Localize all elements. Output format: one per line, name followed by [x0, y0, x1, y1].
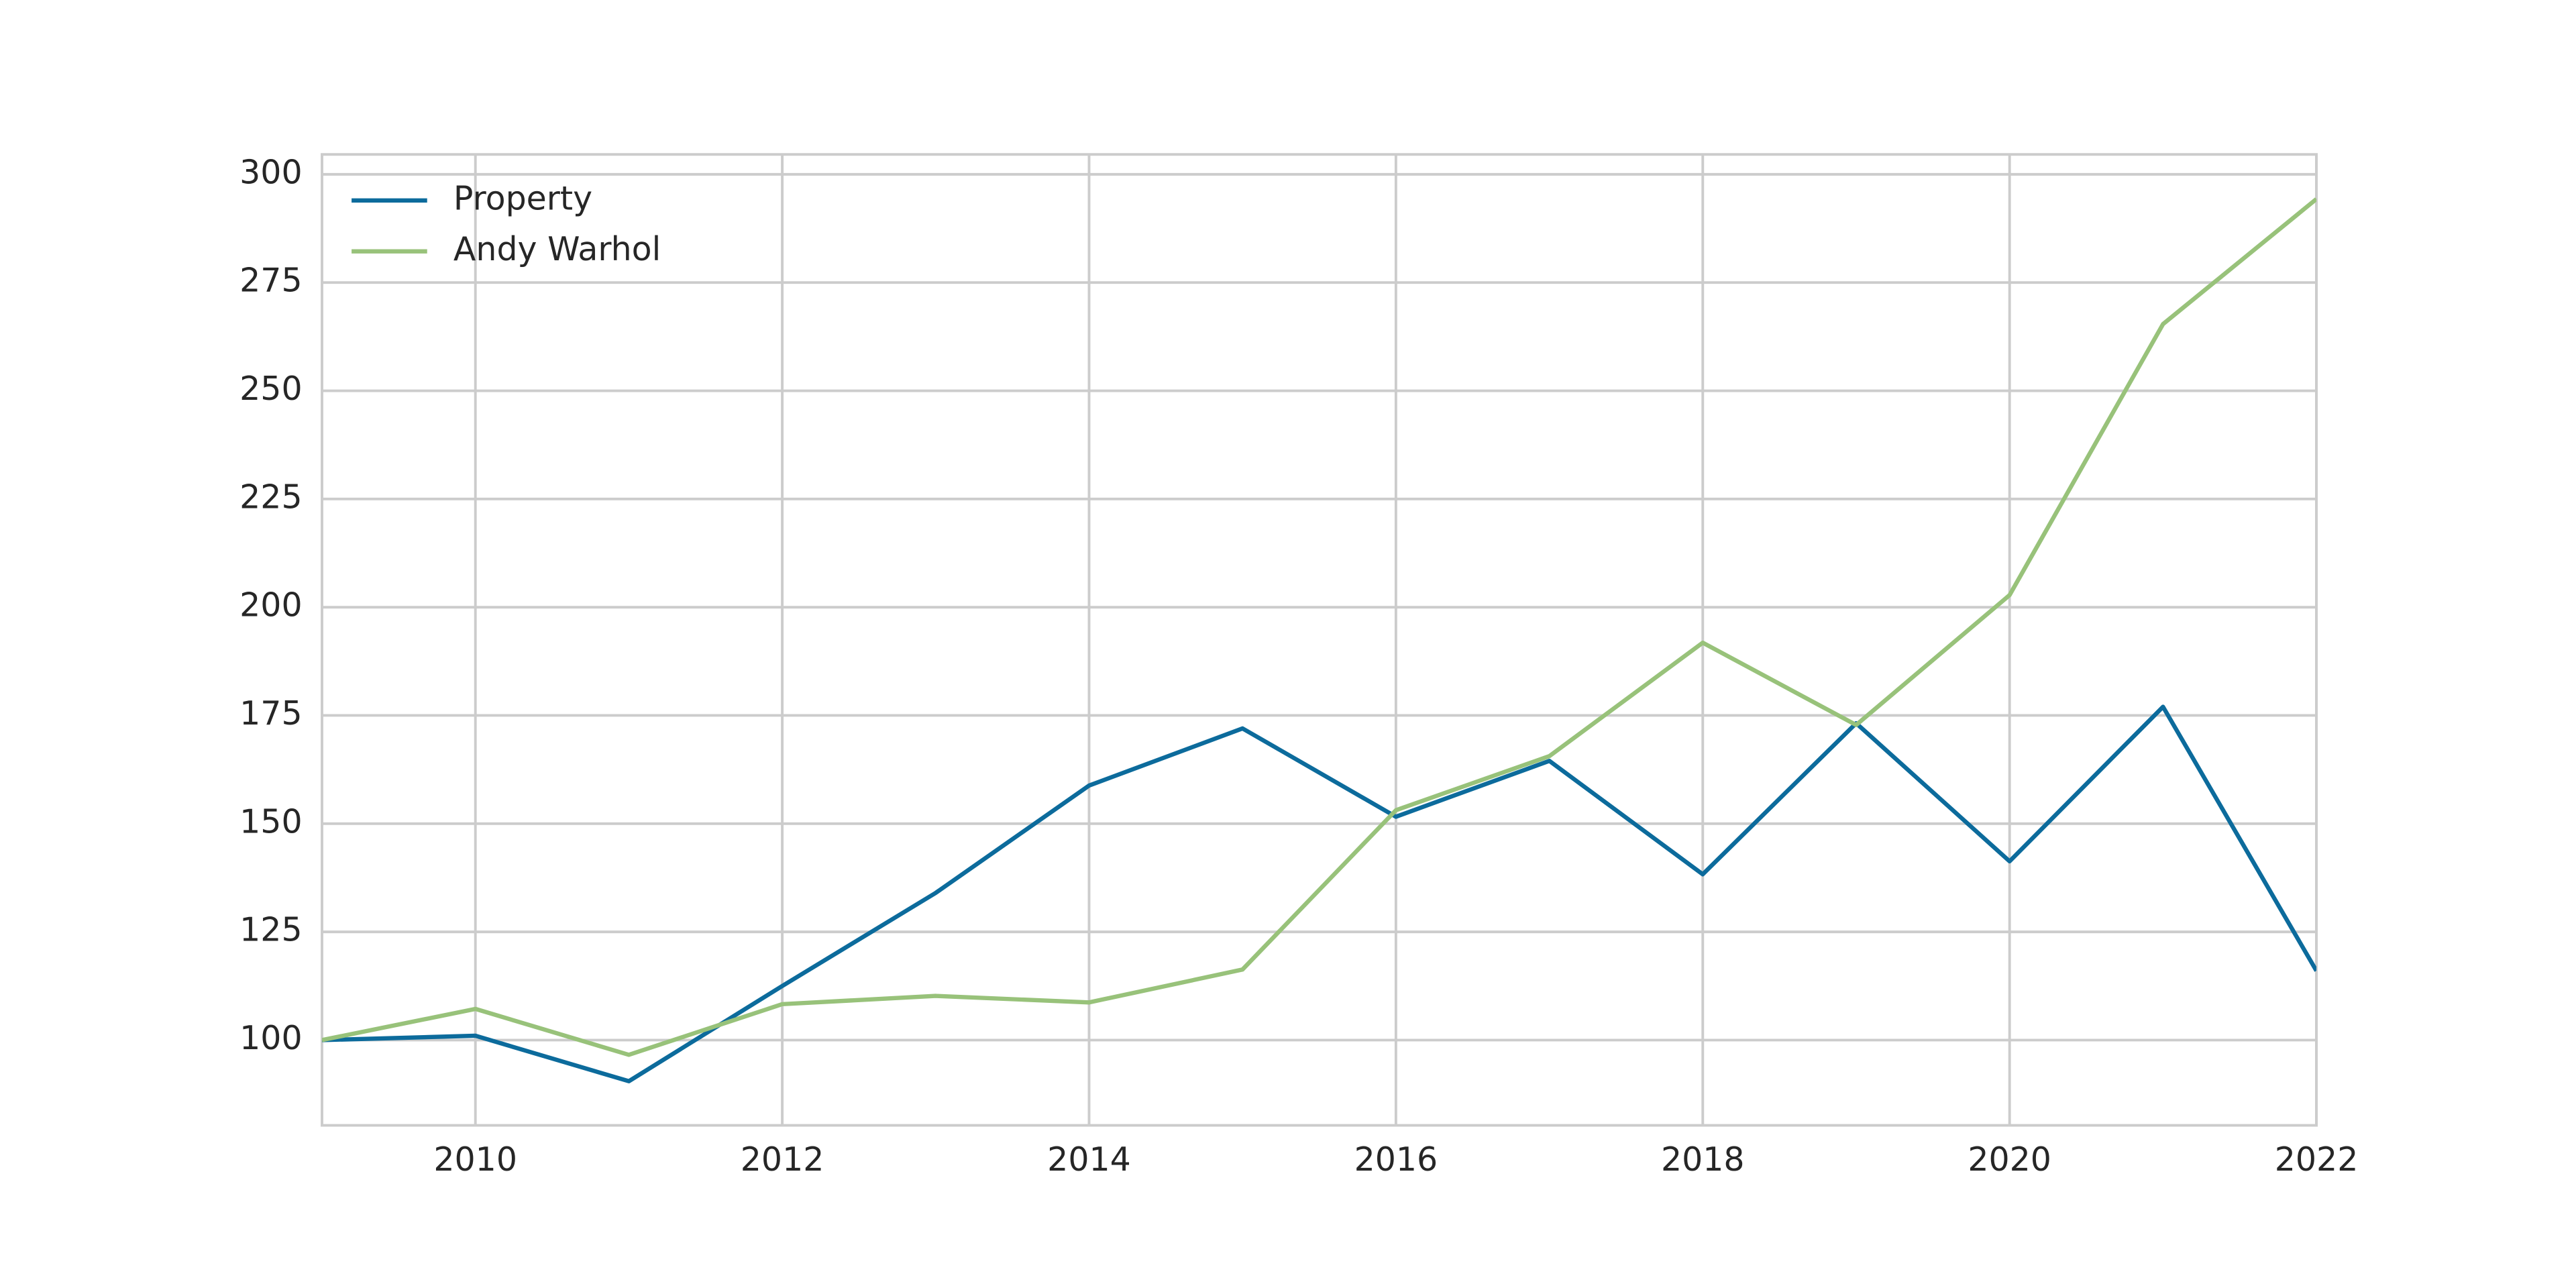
y-tick-label: 300 — [239, 153, 302, 191]
x-tick-label: 2010 — [433, 1140, 517, 1179]
y-tick-label: 275 — [239, 262, 302, 300]
x-tick-label: 2020 — [1968, 1140, 2051, 1179]
y-tick-label: 175 — [239, 694, 302, 733]
line-series — [322, 704, 2317, 1083]
line-series — [322, 197, 2317, 1057]
y-tick-label: 125 — [239, 911, 302, 949]
x-tick-label: 2022 — [2275, 1140, 2359, 1179]
y-tick-label: 150 — [239, 802, 302, 841]
legend-label: Andy Warhol — [453, 230, 661, 268]
x-tick-label: 2014 — [1047, 1140, 1131, 1179]
y-tick-label: 250 — [239, 370, 302, 408]
y-tick-label: 200 — [239, 586, 302, 625]
y-tick-label: 100 — [239, 1019, 302, 1057]
plot-frame — [321, 153, 2318, 1127]
y-tick-label: 225 — [239, 478, 302, 516]
x-tick-label: 2016 — [1354, 1140, 1438, 1179]
x-tick-label: 2012 — [741, 1140, 824, 1179]
legend-label: Property — [453, 179, 592, 217]
x-tick-label: 2018 — [1661, 1140, 1745, 1179]
